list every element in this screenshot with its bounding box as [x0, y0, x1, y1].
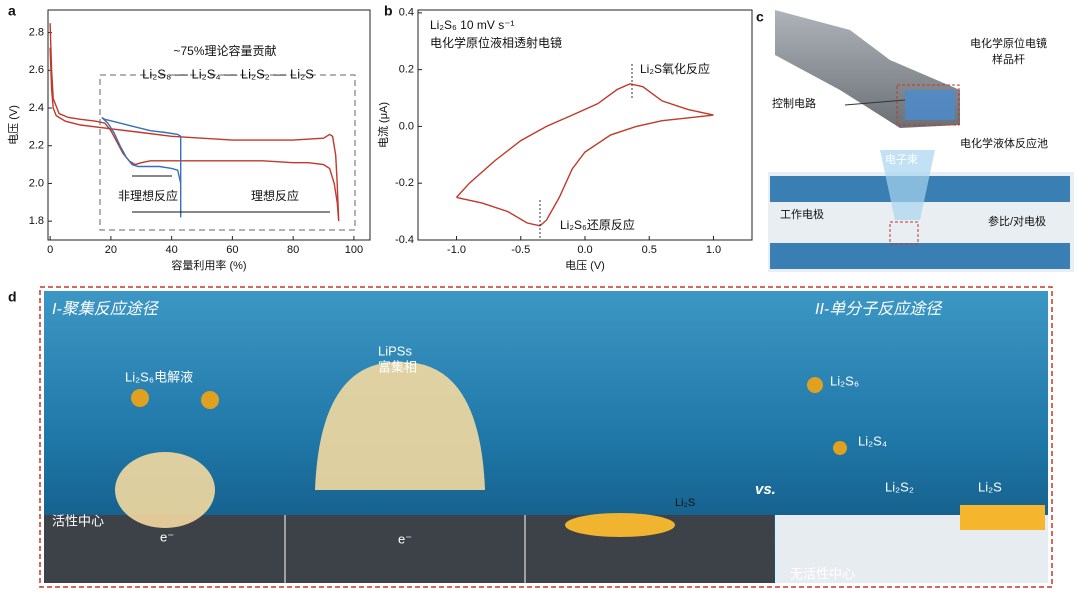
- d-label: Li₂S: [675, 497, 695, 509]
- x-axis-label: 容量利用率 (%): [171, 258, 246, 272]
- curve: [49, 23, 340, 222]
- droplet: [115, 452, 215, 528]
- curve: [455, 83, 714, 227]
- d-label: Li₂S₂: [885, 479, 914, 494]
- d-label: vs.: [755, 481, 776, 498]
- y-tick-label: 0.0: [399, 120, 414, 132]
- y-axis-label: 电流 (μA): [376, 102, 390, 148]
- cell-bottom: [770, 243, 1070, 269]
- y-axis-label: 电压 (V): [7, 105, 20, 145]
- pointer: [844, 99, 906, 106]
- droplet: [315, 361, 485, 490]
- d-label: Li₂S₆电解液: [125, 369, 193, 384]
- x-tick-label: 1.0: [706, 244, 721, 256]
- d-label: Li₂S₄: [858, 433, 887, 448]
- c-label: 电化学原位电镜: [970, 36, 1047, 50]
- cluster: [131, 389, 149, 407]
- cluster: [201, 391, 219, 409]
- x-axis-label: 电压 (V): [565, 259, 605, 272]
- x-tick-label: 0.5: [642, 244, 657, 256]
- y-tick-label: 0.4: [399, 7, 414, 19]
- annotation: 非理想反应: [118, 188, 178, 203]
- x-tick-label: 0: [47, 244, 53, 256]
- d-label: 活性中心: [52, 513, 104, 528]
- x-tick-label: -0.5: [511, 244, 530, 256]
- d-label: LiPSs: [378, 343, 412, 358]
- y-tick-label: 2.6: [29, 64, 44, 76]
- c-label: 样品杆: [992, 52, 1025, 66]
- frame: [39, 286, 1053, 588]
- annotation: Li₂S氧化反应: [640, 61, 710, 76]
- panel-label: b: [384, 3, 393, 19]
- annotation: 理想反应: [251, 188, 299, 203]
- d-label: Li₂S: [978, 479, 1002, 494]
- c-label: 控制电路: [772, 96, 816, 110]
- li2s-film: [565, 513, 675, 537]
- y-tick-label: 2.0: [29, 177, 44, 189]
- highlight: [896, 84, 960, 126]
- x-tick-label: 20: [105, 244, 117, 256]
- chip: [905, 90, 955, 120]
- y-tick-label: 2.4: [29, 102, 44, 114]
- y-tick-label: 1.8: [29, 215, 44, 227]
- panel-label: d: [8, 289, 17, 305]
- annotation: Li₂S₆ 10 mV s⁻¹: [430, 18, 515, 32]
- annotation: ~75%理论容量贡献: [173, 43, 276, 58]
- c-label: 电化学液体反应池: [960, 136, 1048, 150]
- y-tick-label: -0.2: [395, 177, 414, 189]
- x-tick-label: -1.0: [447, 244, 466, 256]
- li2s-bar: [960, 505, 1045, 530]
- y-tick-label: 0.2: [399, 64, 414, 76]
- axis-box: [47, 9, 371, 241]
- annotation: Li₂S₆还原反应: [560, 217, 635, 232]
- y-tick-label: -0.4: [395, 234, 414, 246]
- c-label: 参比/对电极: [988, 214, 1046, 228]
- d-label: II-单分子反应途径: [815, 300, 943, 318]
- c-label: 工作电极: [780, 207, 824, 221]
- c-label: 电子束: [885, 153, 918, 166]
- annotation: 电化学原位液相透射电镜: [430, 35, 562, 50]
- d-label: I-聚集反应途径: [52, 300, 160, 318]
- annotation: Li₂S₈ — Li₂S₄ — Li₂S₂ — Li₂S: [142, 66, 314, 81]
- d-label: 无活性中心: [790, 566, 855, 581]
- cluster: [807, 377, 823, 393]
- d-label: e⁻: [160, 529, 174, 544]
- panel-c: 电化学原位电镜 样品杆 控制电路 电化学液体反应池 电子束 工作电极 参比/对电…: [768, 10, 1074, 272]
- panel-label: a: [8, 3, 16, 19]
- x-tick-label: 60: [226, 244, 238, 256]
- panel-d: I-聚集反应途径 II-单分子反应途径 Li₂S₆电解液 LiPSs 富集相 活…: [39, 286, 1053, 588]
- x-tick-label: 80: [287, 244, 299, 256]
- x-tick-label: 40: [166, 244, 178, 256]
- beam: [880, 150, 935, 220]
- d-label: 富集相: [378, 359, 417, 374]
- cluster: [833, 441, 847, 455]
- x-tick-label: 0.0: [577, 244, 592, 256]
- dashed-box: [99, 74, 356, 231]
- d-label: Li₂S₆: [830, 373, 859, 388]
- curve: [101, 116, 182, 218]
- panel-label: c: [756, 9, 764, 25]
- y-tick-label: 2.2: [29, 140, 44, 152]
- d-label: e⁻: [398, 531, 412, 546]
- x-tick-label: 100: [345, 244, 363, 256]
- y-tick-label: 2.8: [29, 27, 44, 39]
